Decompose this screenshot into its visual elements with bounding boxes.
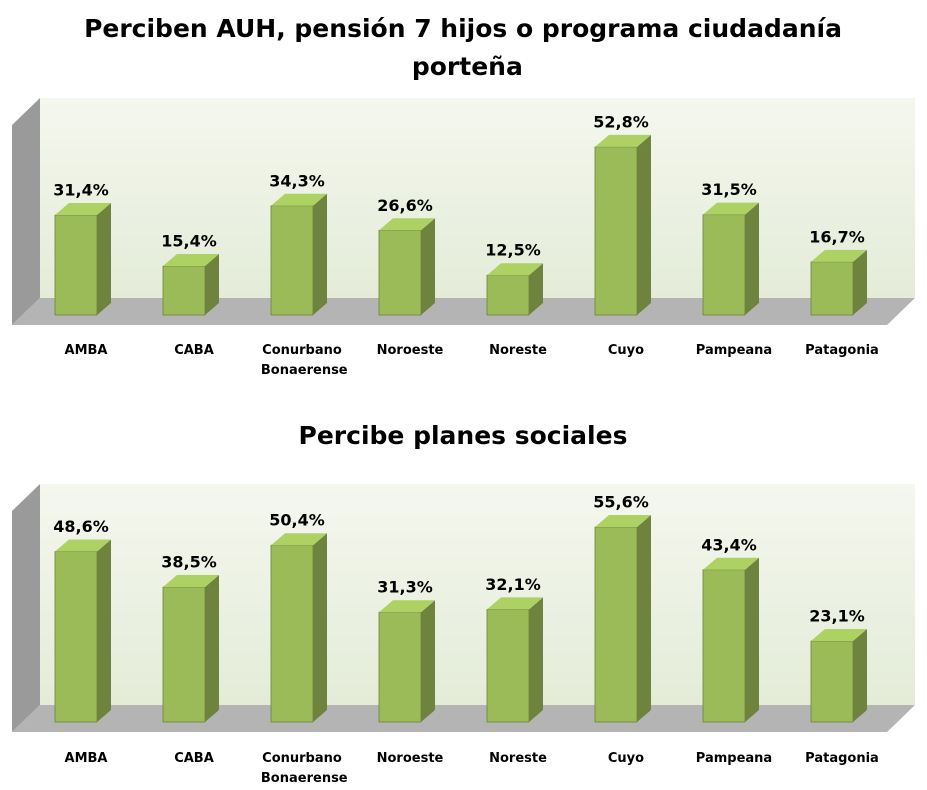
value-label: 32,1% <box>485 575 541 594</box>
bar <box>54 214 98 316</box>
bar <box>378 611 422 723</box>
value-label: 50,4% <box>269 511 325 530</box>
value-label: 16,7% <box>809 227 865 246</box>
bar <box>810 640 854 723</box>
bar-top <box>595 514 651 527</box>
category-label: Noreste <box>489 751 547 766</box>
bar <box>162 265 206 316</box>
category-label: Noroeste <box>377 751 444 766</box>
bar-side <box>853 628 867 722</box>
value-label: 43,4% <box>701 535 757 554</box>
category-label: Pampeana <box>696 343 772 358</box>
bar-side <box>313 193 327 315</box>
bar-top <box>487 263 543 276</box>
bar <box>810 261 854 316</box>
bar-top <box>811 628 867 641</box>
category-label: Cuyo <box>608 343 644 358</box>
category-label: Noreste <box>489 343 547 358</box>
value-label: 31,3% <box>377 578 433 597</box>
bar-top <box>703 557 759 570</box>
bar-side <box>313 533 327 722</box>
bar-side <box>637 514 651 722</box>
bar <box>702 569 746 723</box>
floor <box>12 298 915 325</box>
value-label: 12,5% <box>485 241 541 260</box>
bar-top <box>379 218 435 231</box>
bar-side <box>421 218 435 315</box>
bar-side <box>529 597 543 722</box>
bar <box>486 274 530 316</box>
value-label: 23,1% <box>809 606 865 625</box>
value-label: 34,3% <box>269 171 325 190</box>
value-label: 31,5% <box>701 180 757 199</box>
bar <box>594 526 638 723</box>
bar-side <box>205 253 219 315</box>
bar-side <box>637 134 651 315</box>
bar-side <box>745 557 759 722</box>
bar-top <box>595 134 651 147</box>
bar <box>270 544 314 723</box>
value-label: 52,8% <box>593 112 649 131</box>
floor <box>12 705 915 732</box>
bar <box>270 205 314 316</box>
category-label: CABA <box>174 343 214 358</box>
category-label: Cuyo <box>608 751 644 766</box>
category-label: CABA <box>174 751 214 766</box>
bar <box>378 229 422 316</box>
bar-top <box>271 533 327 546</box>
bar <box>702 214 746 316</box>
side-wall <box>12 98 40 325</box>
value-label: 55,6% <box>593 492 649 511</box>
value-label: 26,6% <box>377 196 433 215</box>
bar-side <box>853 249 867 315</box>
bar-side <box>529 263 543 315</box>
value-label: 15,4% <box>161 231 217 250</box>
value-label: 31,4% <box>53 181 109 200</box>
bar-top <box>271 193 327 206</box>
bar-top <box>55 539 111 552</box>
bar-side <box>97 539 111 722</box>
category-label: Conurbano Bonaerense <box>256 751 347 786</box>
category-label: AMBA <box>65 751 108 766</box>
bar-side <box>745 202 759 315</box>
bar-side <box>97 203 111 315</box>
category-label: Conurbano Bonaerense <box>256 343 347 378</box>
bar-top <box>163 253 219 266</box>
side-wall <box>12 484 40 732</box>
category-label: Pampeana <box>696 751 772 766</box>
category-label: Patagonia <box>805 751 879 766</box>
bar <box>54 551 98 723</box>
bar <box>594 146 638 316</box>
chart-title: Percibe planes sociales <box>299 421 628 450</box>
bar-top <box>703 202 759 215</box>
category-label: Noroeste <box>377 343 444 358</box>
chart-title: Perciben AUH, pensión 7 hijos o programa… <box>84 14 842 81</box>
bar-side <box>205 574 219 722</box>
bar-top <box>487 597 543 610</box>
value-label: 38,5% <box>161 552 217 571</box>
bar-top <box>163 574 219 587</box>
bar-top <box>379 600 435 613</box>
bar <box>486 609 530 723</box>
category-label: AMBA <box>65 343 108 358</box>
bar-top <box>55 203 111 216</box>
category-label: Patagonia <box>805 343 879 358</box>
value-label: 48,6% <box>53 517 109 536</box>
bar-side <box>421 600 435 722</box>
bar-top <box>811 249 867 262</box>
bar <box>162 586 206 723</box>
